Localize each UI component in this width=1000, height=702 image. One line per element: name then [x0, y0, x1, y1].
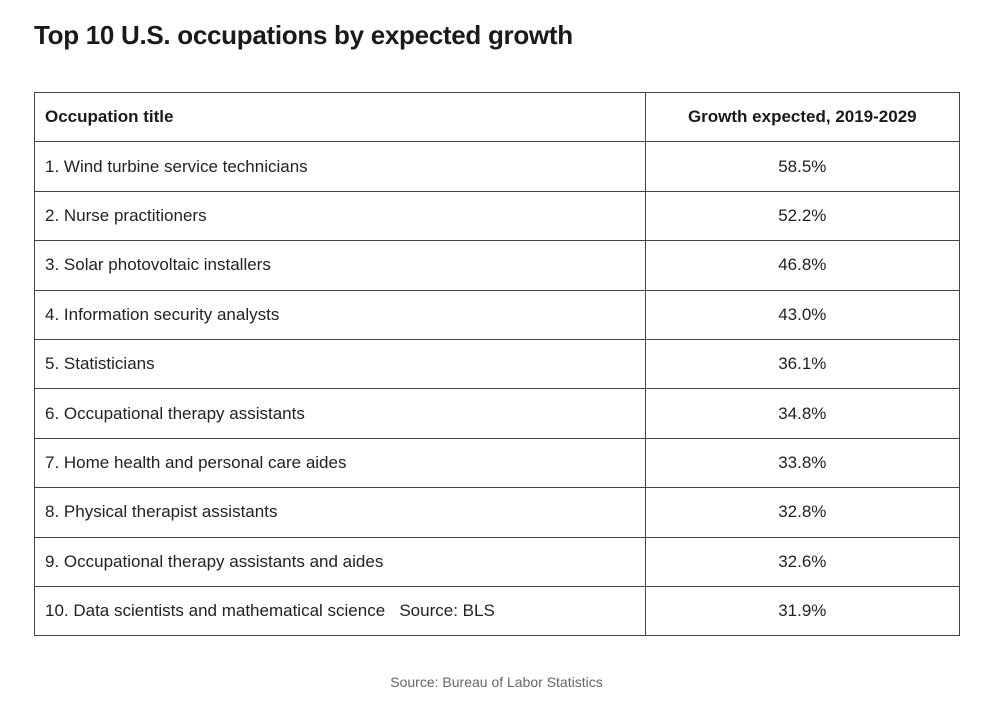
source-note: Source: Bureau of Labor Statistics: [390, 674, 603, 690]
table-row: 8. Physical therapist assistants 32.8%: [34, 487, 961, 538]
growth-cell: 58.5%: [644, 141, 961, 192]
growth-cell: 46.8%: [644, 240, 961, 291]
table-header-row: Occupation title Growth expected, 2019-2…: [34, 91, 961, 143]
occupation-cell: 4. Information security analysts: [34, 289, 646, 340]
table-row: 1. Wind turbine service technicians 58.5%: [34, 141, 961, 192]
occupation-cell: 7. Home health and personal care aides: [34, 437, 646, 489]
occupation-cell: 10. Data scientists and mathematical sci…: [34, 585, 646, 637]
table-row: 9. Occupational therapy assistants and a…: [34, 536, 961, 587]
growth-cell: 34.8%: [644, 388, 961, 439]
table-row: 2. Nurse practitioners 52.2%: [34, 190, 961, 242]
occupation-cell: 9. Occupational therapy assistants and a…: [34, 536, 646, 587]
growth-cell: 36.1%: [644, 338, 961, 390]
growth-cell: 33.8%: [644, 437, 961, 489]
occupation-cell: 1. Wind turbine service technicians: [34, 141, 646, 192]
growth-cell: 43.0%: [644, 289, 961, 340]
occupation-cell: 8. Physical therapist assistants: [34, 487, 646, 538]
table-row: 10. Data scientists and mathematical sci…: [34, 585, 961, 637]
column-header-occupation: Occupation title: [34, 91, 646, 143]
occupation-cell: 5. Statisticians: [34, 338, 646, 390]
page-title: Top 10 U.S. occupations by expected grow…: [34, 20, 573, 50]
growth-cell: 32.6%: [644, 536, 961, 587]
growth-cell: 52.2%: [644, 190, 961, 242]
table-row: 3. Solar photovoltaic installers 46.8%: [34, 240, 961, 291]
occupation-cell: 3. Solar photovoltaic installers: [34, 240, 646, 291]
occupation-cell: 6. Occupational therapy assistants: [34, 388, 646, 439]
column-header-growth: Growth expected, 2019-2029: [644, 91, 961, 143]
growth-cell: 31.9%: [644, 585, 961, 637]
table-row: 6. Occupational therapy assistants 34.8%: [34, 388, 961, 439]
table-row: 7. Home health and personal care aides 33…: [34, 437, 961, 489]
occupation-cell: 2. Nurse practitioners: [34, 190, 646, 242]
growth-cell: 32.8%: [644, 487, 961, 538]
occupations-table: Occupation title Growth expected, 2019-2…: [34, 91, 961, 637]
table-row: 5. Statisticians 36.1%: [34, 338, 961, 390]
table-row: 4. Information security analysts 43.0%: [34, 289, 961, 340]
